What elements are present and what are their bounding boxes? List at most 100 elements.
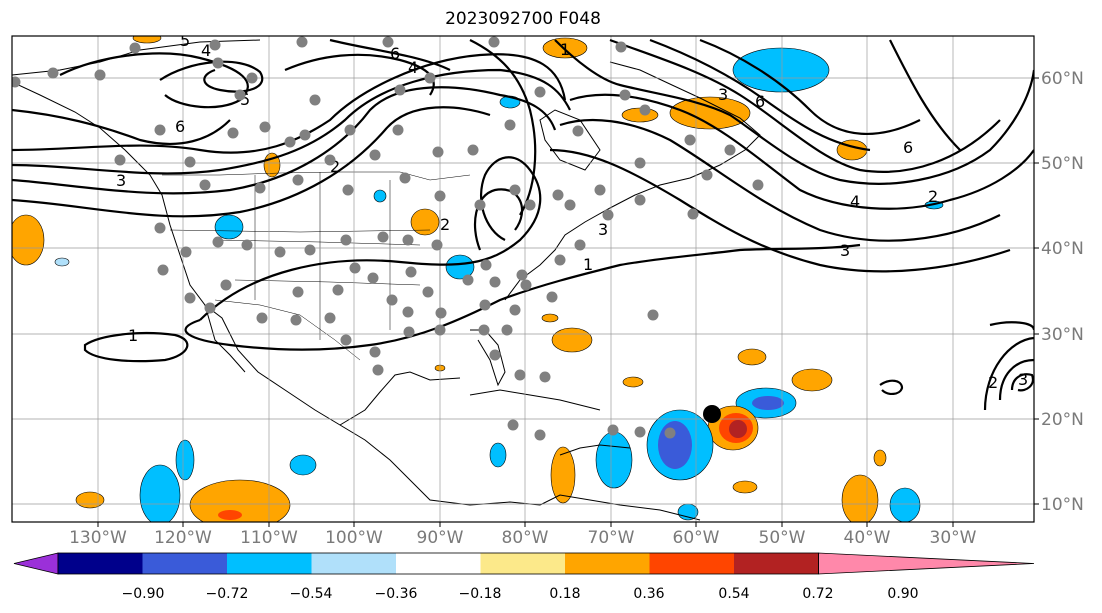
anomaly-region [658, 421, 692, 469]
lon-label: 70°W [588, 528, 635, 548]
anomaly-region [889, 487, 921, 522]
lon-label: 50°W [759, 528, 806, 548]
contour-label: 2 [928, 187, 938, 206]
observation-point [199, 179, 211, 191]
lon-label: 80°W [502, 528, 549, 548]
observation-point [422, 286, 434, 298]
contour-label: 6 [903, 138, 913, 157]
observation-point [349, 262, 361, 274]
observation-point [634, 426, 646, 438]
anomaly-region [289, 454, 317, 476]
observation-point [259, 121, 271, 133]
colorbar-tick-label: 0.36 [633, 586, 664, 602]
observation-point [574, 239, 586, 251]
observation-point [634, 157, 646, 169]
observation-point [114, 154, 126, 166]
observation-point [227, 127, 239, 139]
observation-point [489, 349, 501, 361]
colorbar-tick-label: −0.72 [206, 586, 249, 602]
observation-point [246, 72, 258, 84]
colorbar-tick-label: 0.54 [718, 586, 749, 602]
observation-point [342, 184, 354, 196]
colorbar-tick-label: −0.18 [459, 586, 502, 602]
contour-label: 5 [180, 31, 190, 50]
observation-point [664, 427, 676, 439]
anomaly-region [550, 446, 576, 504]
anomaly-fill-regions [12, 36, 944, 522]
colorbar-tick-label: −0.54 [290, 586, 333, 602]
longitude-labels: 130°W 120°W 110°W 100°W 90°W 80°W 70°W 6… [69, 528, 977, 548]
colorbar-segment [396, 553, 481, 574]
map-title: 2023092700 F048 [445, 9, 601, 29]
observation-point [534, 429, 546, 441]
observation-point [634, 194, 646, 206]
contour-label: 5 [240, 90, 250, 109]
observation-point [369, 149, 381, 161]
observation-point [432, 146, 444, 158]
lon-label: 130°W [69, 528, 127, 548]
observation-point [552, 189, 564, 201]
observation-point [509, 184, 521, 196]
contour-label: 6 [175, 117, 185, 136]
map-border [11, 35, 1035, 523]
anomaly-region [175, 439, 195, 481]
observation-point [514, 369, 526, 381]
observation-point [434, 324, 446, 336]
observation-point [564, 199, 576, 211]
observation-point [94, 69, 106, 81]
lon-label: 30°W [930, 528, 977, 548]
colorbar-segment [227, 553, 312, 574]
observation-point [701, 169, 713, 181]
observation-point [509, 304, 521, 316]
lon-label: 110°W [240, 528, 298, 548]
observation-point [467, 144, 479, 156]
observation-point [386, 294, 398, 306]
anomaly-region [841, 474, 879, 522]
political-borders [162, 171, 471, 361]
observation-point [474, 199, 486, 211]
observation-point [516, 269, 528, 281]
observation-point [299, 129, 311, 141]
colorbar-segment [142, 553, 227, 574]
contour-label: 2 [440, 215, 450, 234]
anomaly-region [75, 491, 105, 509]
observation-point [403, 326, 415, 338]
contour-label: 2 [330, 157, 340, 176]
colorbar-segment [480, 553, 565, 574]
observation-point [479, 299, 491, 311]
observation-point [520, 279, 532, 291]
observation-point [619, 89, 631, 101]
contour-label: 3 [116, 171, 126, 190]
colorbar-labels: −0.90 −0.72 −0.54 −0.36 −0.18 0.18 0.36 … [122, 586, 919, 602]
observation-point [504, 119, 516, 131]
observation-point [220, 279, 232, 291]
lat-label: 60°N [1041, 69, 1084, 89]
lon-label: 40°W [844, 528, 891, 548]
observation-point [489, 276, 501, 288]
observation-point [154, 222, 166, 234]
observation-point [435, 307, 447, 319]
axis-ticks [97, 77, 1039, 527]
observation-point [546, 291, 558, 303]
anomaly-region [622, 376, 644, 388]
observation-points [12, 36, 764, 441]
colorbar-extend-min [13, 552, 59, 575]
observation-point [594, 184, 606, 196]
anomaly-region [752, 396, 784, 410]
observation-point [274, 246, 286, 258]
observation-point [405, 266, 417, 278]
colorbar-segment [565, 553, 650, 574]
anomaly-region [732, 47, 830, 93]
contour-label: 3 [718, 85, 728, 104]
lat-label: 40°N [1041, 239, 1084, 259]
observation-point [534, 86, 546, 98]
observation-point [154, 124, 166, 136]
observation-point [392, 124, 404, 136]
observation-point [180, 246, 192, 258]
colorbar-tick-label: −0.90 [122, 586, 165, 602]
observation-point [488, 36, 500, 48]
observation-point [256, 312, 268, 324]
observation-point [639, 104, 651, 116]
contour-label: 3 [840, 241, 850, 260]
anomaly-region [132, 36, 162, 44]
